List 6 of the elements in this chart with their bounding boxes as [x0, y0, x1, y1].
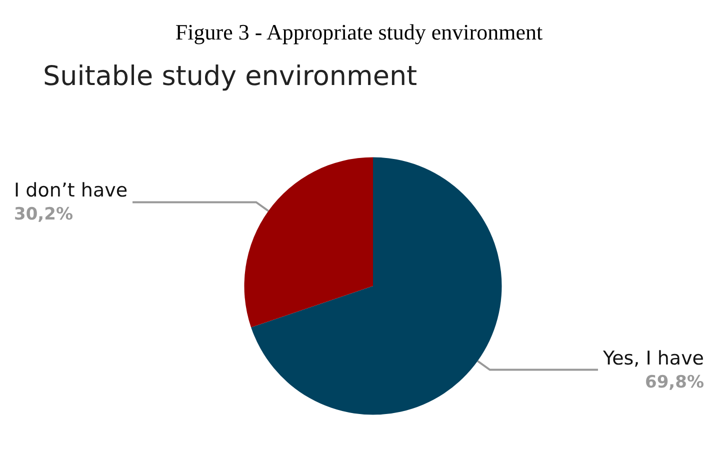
slice-label: I don’t have [14, 180, 128, 202]
chart-title: Figure 3 - Appropriate study environment [175, 20, 543, 44]
data-label: 30,2% [14, 204, 73, 225]
data-label: 69,8% [645, 372, 704, 392]
slice-label: Yes, I have [602, 347, 704, 370]
chart-subtitle: Suitable study environment [43, 61, 418, 92]
